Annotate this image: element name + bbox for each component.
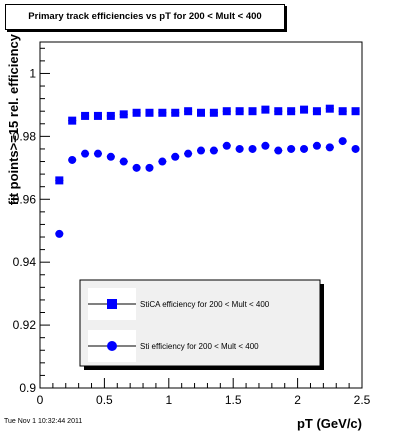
- data-point: [68, 155, 77, 164]
- data-point: [158, 108, 167, 117]
- data-point: [93, 149, 102, 158]
- data-point: [171, 152, 180, 161]
- x-tick-label: 1: [165, 393, 172, 407]
- legend-label-sti: Sti efficiency for 200 < Mult < 400: [140, 342, 259, 351]
- legend-label-stica: StiCA efficiency for 200 < Mult < 400: [140, 300, 270, 309]
- data-point: [184, 149, 193, 158]
- data-point: [119, 157, 128, 166]
- data-point: [351, 144, 360, 153]
- data-point: [248, 107, 257, 116]
- data-point: [81, 111, 90, 120]
- x-axis-ticks: 0 0.5 1 1.5 2 2.5: [37, 378, 371, 407]
- x-axis-label: pT (GeV/c): [297, 416, 362, 431]
- chart-title: Primary track efficiencies vs pT for 200…: [28, 11, 262, 22]
- y-tick-label: 0.98: [13, 129, 37, 143]
- series-stica: [55, 104, 360, 185]
- data-point: [81, 149, 90, 158]
- data-point: [197, 108, 205, 117]
- data-point: [132, 108, 141, 117]
- data-point: [338, 137, 347, 146]
- legend-marker-stica: [107, 299, 117, 309]
- x-tick-label: 0.5: [96, 393, 113, 407]
- data-point: [325, 104, 334, 113]
- x-tick-label: 1.5: [225, 393, 242, 407]
- y-tick-label: 1: [29, 66, 36, 80]
- chart-title-box: Primary track efficiencies vs pT for 200…: [5, 4, 285, 30]
- data-point: [312, 107, 321, 116]
- legend: StiCA efficiency for 200 < Mult < 400 St…: [79, 279, 324, 370]
- data-point: [287, 107, 296, 116]
- y-tick-label: 0.9: [19, 381, 36, 395]
- data-point: [106, 152, 115, 161]
- data-point: [106, 111, 115, 120]
- data-point: [325, 143, 334, 152]
- data-point: [338, 107, 347, 116]
- data-point: [184, 107, 193, 116]
- data-point: [274, 146, 283, 155]
- data-point: [197, 146, 205, 155]
- x-tick-label: 2: [294, 393, 301, 407]
- data-point: [248, 144, 257, 153]
- y-axis-label: fit points>=15 rel. efficiency: [6, 33, 21, 205]
- data-point: [209, 146, 218, 155]
- data-series: [55, 104, 360, 238]
- data-point: [145, 163, 154, 172]
- data-point: [132, 163, 141, 172]
- x-tick-label: 0: [37, 393, 44, 407]
- data-point: [287, 144, 296, 153]
- footer-timestamp: Tue Nov 1 10:32:44 2011: [4, 418, 83, 425]
- data-point: [300, 144, 309, 153]
- data-point: [235, 107, 244, 116]
- y-tick-label: 0.94: [13, 255, 37, 269]
- legend-marker-sti: [107, 341, 117, 351]
- data-point: [145, 108, 154, 117]
- data-point: [222, 107, 231, 116]
- data-point: [300, 105, 309, 114]
- data-point: [158, 157, 167, 166]
- data-point: [222, 141, 231, 150]
- data-point: [351, 107, 360, 116]
- data-point: [55, 229, 64, 238]
- data-point: [235, 144, 244, 153]
- data-point: [261, 105, 270, 114]
- x-tick-label: 2.5: [354, 393, 371, 407]
- data-point: [171, 108, 180, 117]
- data-point: [261, 141, 270, 150]
- data-point: [93, 111, 102, 120]
- data-point: [119, 110, 128, 119]
- y-tick-label: 0.92: [13, 318, 37, 332]
- series-sti: [55, 137, 360, 238]
- data-point: [209, 108, 218, 117]
- y-axis-ticks: 0.9 0.92 0.94 0.96 0.98 1: [13, 47, 50, 395]
- data-point: [68, 116, 77, 125]
- data-point: [274, 107, 283, 116]
- data-point: [55, 176, 64, 185]
- y-tick-label: 0.96: [13, 192, 37, 206]
- data-point: [312, 141, 321, 150]
